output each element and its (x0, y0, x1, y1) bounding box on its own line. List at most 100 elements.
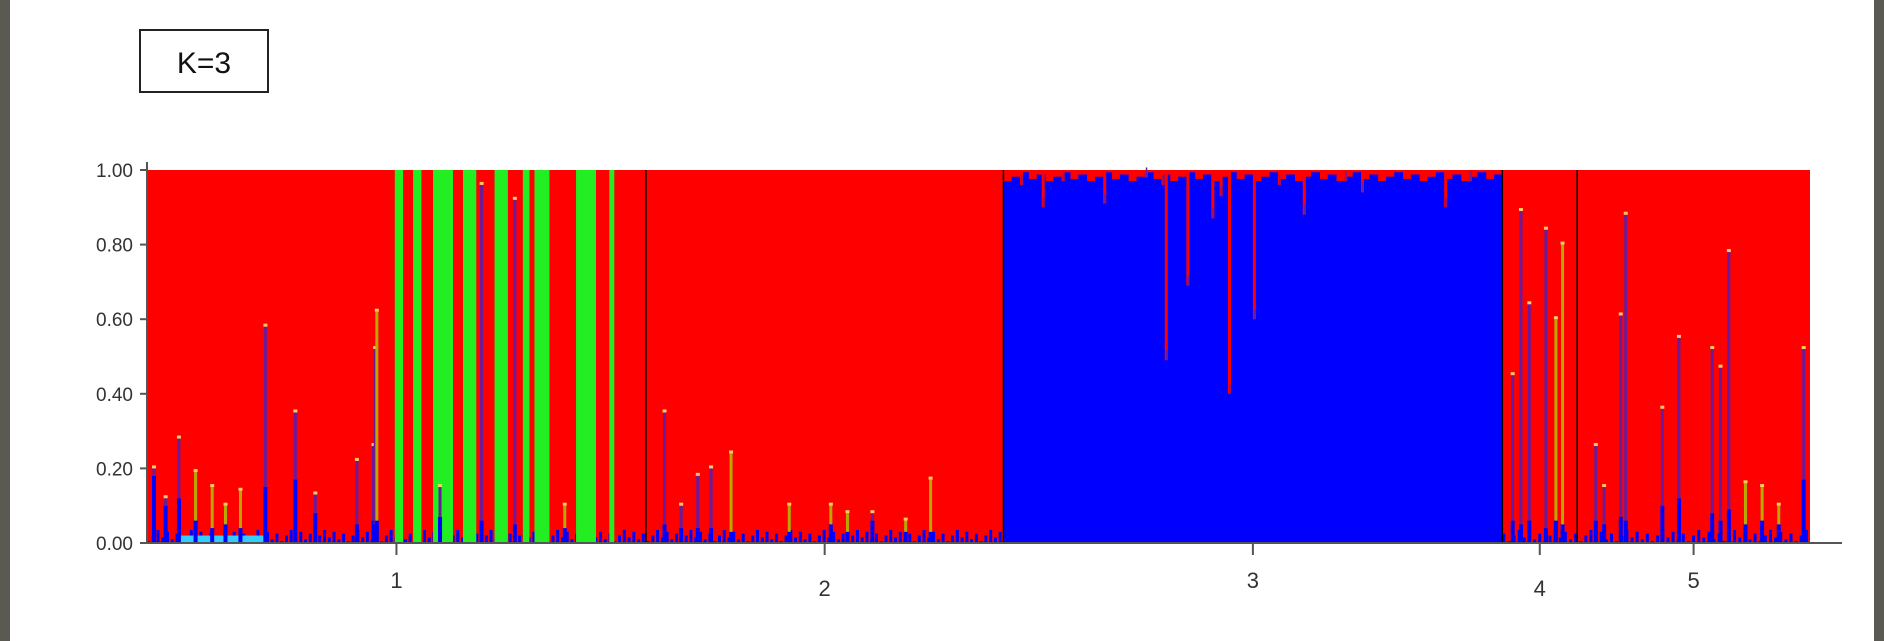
x-group-label: 1 (390, 568, 402, 593)
spike-blue-segment (562, 528, 567, 543)
blue-noise-bar (599, 531, 603, 543)
red-dip-tip (1212, 208, 1214, 219)
spike-admix-segment (1660, 408, 1664, 506)
red-dip-tip (1445, 197, 1447, 208)
green-cluster-bar (413, 170, 422, 543)
blue-edge-bar (1469, 176, 1478, 183)
blue-noise-bar (736, 539, 740, 543)
spike-admix-segment (1624, 214, 1628, 521)
spike-tip (1660, 405, 1665, 409)
spike-tip (479, 181, 484, 185)
spike-admix-segment (238, 490, 242, 529)
spike-admix-segment (1719, 367, 1723, 521)
spike-tip (562, 502, 567, 506)
spike-admix-segment (1619, 315, 1623, 517)
spike-admix-segment (480, 184, 484, 521)
x-group-label: 2 (819, 576, 831, 601)
blue-edge-bar (1319, 178, 1329, 183)
spike-blue-segment (1593, 520, 1598, 543)
blue-noise-bar (1604, 539, 1608, 543)
blue-noise-bar (403, 539, 407, 543)
blue-noise-bar (803, 539, 807, 543)
blue-edge-bar (1294, 181, 1304, 183)
spike-blue-segment (313, 513, 318, 543)
red-dip-tip (1470, 171, 1472, 182)
blue-edge-bar (1103, 172, 1113, 183)
blue-noise-bar (1738, 537, 1742, 543)
spike-blue-segment (293, 479, 298, 543)
blue-noise-bar (932, 531, 936, 543)
chart-frame: K=3 0.00 0.20 0.40 0.60 0.80 1.00 1 2 3 4 5 (10, 0, 1874, 641)
spike-tip (1560, 241, 1565, 245)
blue-noise-bar (1522, 537, 1526, 543)
spike-admix-segment (1777, 505, 1781, 525)
spike-admix-segment (1677, 337, 1681, 499)
spike-blue-segment (1518, 524, 1523, 543)
y-tick-label: 0.40 (96, 385, 133, 406)
blue-noise-bar (156, 529, 160, 543)
blue-noise-bar (556, 529, 560, 543)
blue-noise-bar (361, 537, 365, 543)
red-dip-bar (1186, 170, 1190, 286)
blue-noise-bar (936, 539, 940, 543)
spike-tip (1543, 226, 1548, 230)
blue-edge-bar (1360, 178, 1370, 183)
blue-noise-bar (651, 535, 655, 543)
blue-noise-bar (484, 535, 488, 543)
red-dip-tip (1345, 171, 1347, 182)
spike-tip (163, 495, 168, 499)
spike-admix-segment (904, 520, 908, 532)
red-dip-bar (1444, 170, 1448, 208)
blue-edge-bar (1394, 172, 1404, 183)
spike-admix-segment (1594, 446, 1598, 521)
blue-edge-bar (1236, 178, 1246, 183)
spike-admix-segment (263, 326, 267, 488)
blue-noise-bar (1789, 533, 1793, 543)
blue-noise-bar (908, 533, 912, 543)
blue-edge-bar (1086, 181, 1096, 183)
spike-tip (1710, 346, 1715, 350)
blue-noise-bar (1774, 537, 1778, 543)
blue-edge-bar (1336, 181, 1345, 183)
blue-noise-bar (751, 535, 755, 543)
blue-noise-bar (1533, 539, 1537, 543)
blue-edge-bar (1402, 178, 1412, 183)
blue-noise-bar (1768, 529, 1772, 543)
blue-noise-bar (1753, 533, 1757, 543)
blue-edge-bar (1352, 172, 1362, 183)
y-tick-label: 0.20 (96, 459, 133, 480)
blue-noise-bar (1599, 531, 1603, 543)
blue-noise-bar (960, 537, 964, 543)
spike-blue-segment (845, 531, 850, 543)
blue-noise-bar (808, 533, 812, 543)
blue-edge-bar (1169, 181, 1179, 183)
spike-admix-segment (1511, 375, 1515, 521)
spike-blue-segment (1760, 520, 1765, 543)
spike-admix-segment (372, 446, 376, 521)
spike-tip (1527, 301, 1532, 305)
spike-admix-segment (1727, 252, 1731, 510)
spike-tip (845, 510, 850, 514)
k-label: K=3 (177, 47, 231, 80)
blue-noise-bar (970, 539, 974, 543)
blue-edge-bar (1203, 174, 1212, 183)
blue-noise-bar (489, 529, 493, 543)
spike-blue-segment (1743, 524, 1748, 543)
blue-noise-bar (323, 529, 327, 543)
spike-blue-segment (695, 528, 700, 543)
blue-noise-bar (1548, 535, 1552, 543)
blue-noise-bar (955, 529, 959, 543)
blue-noise-bar (941, 533, 945, 543)
blue-edge-bar (1410, 174, 1420, 183)
spike-tip (903, 517, 908, 521)
spike-tip (223, 502, 228, 506)
blue-noise-bar (855, 529, 859, 543)
y-tick-label: 0.80 (96, 236, 133, 257)
blue-edge-bar (1053, 176, 1063, 183)
blue-noise-bar (974, 533, 978, 543)
spike-admix-segment (929, 479, 933, 532)
blue-edge-bar (1477, 172, 1487, 183)
blue-edge-bar (1385, 176, 1395, 183)
blue-noise-bar (1733, 529, 1737, 543)
blue-noise-bar (741, 533, 745, 543)
